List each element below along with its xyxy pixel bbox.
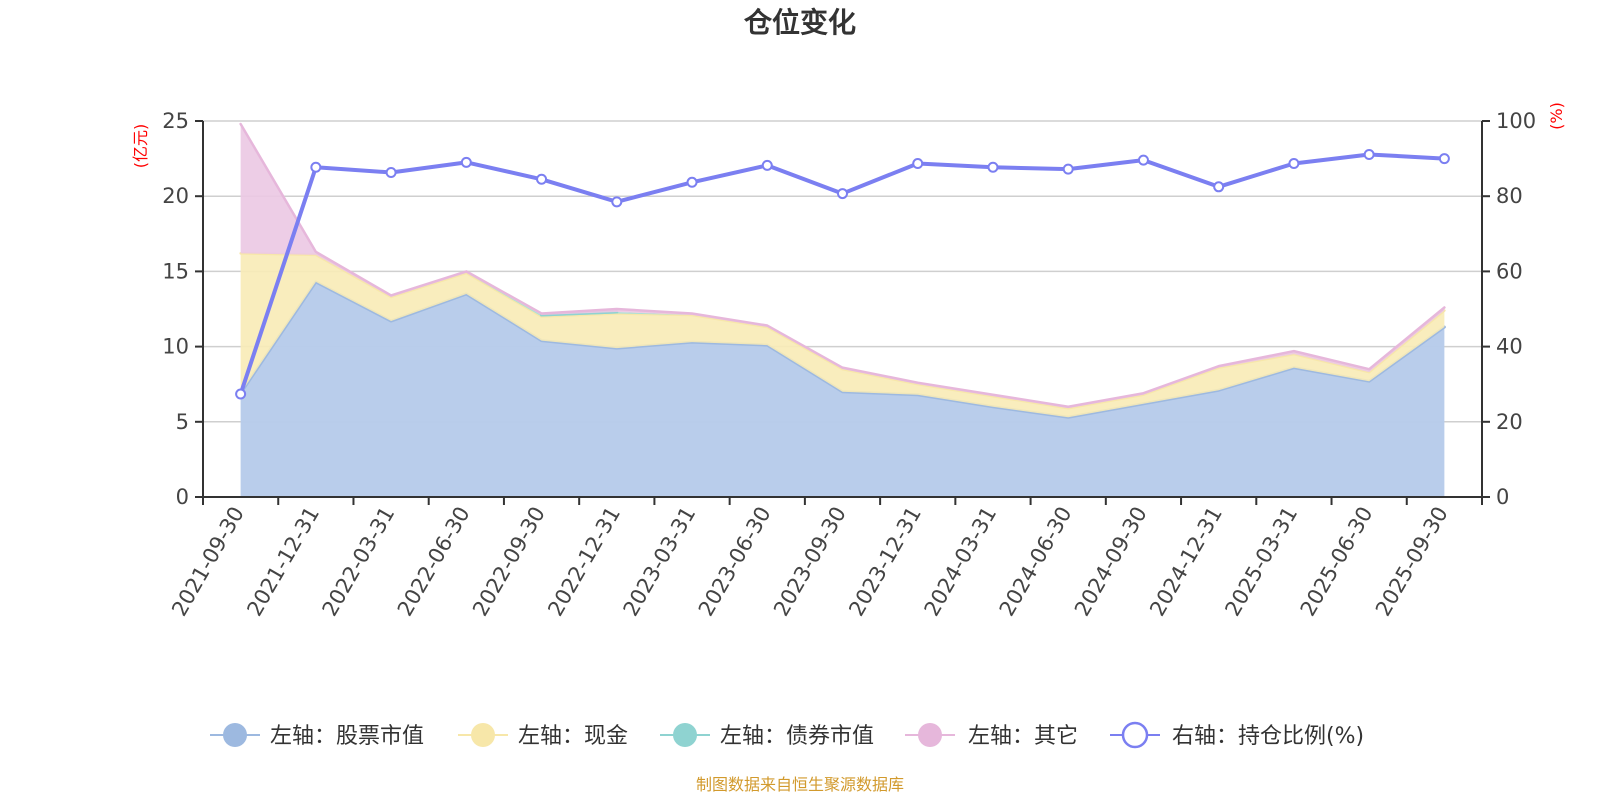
left-axis-tick-label: 0 <box>176 485 189 509</box>
legend-bond-label: 左轴：债券市值 <box>720 724 874 749</box>
holding-ratio-point <box>912 157 924 169</box>
left-axis-tick-label: 25 <box>162 109 189 133</box>
left-axis-tick-label: 15 <box>162 259 189 283</box>
other-top-line <box>239 122 1446 409</box>
x-axis-tick-label: 2025-06-30 <box>1296 503 1378 621</box>
x-axis-tick-label: 2024-06-30 <box>995 503 1077 621</box>
x-axis-tick-label: 2024-03-31 <box>919 503 1001 621</box>
line-points-layer <box>235 148 1450 400</box>
right-axis-tick-label: 100 <box>1496 109 1536 133</box>
holding-ratio-point <box>1438 153 1450 165</box>
legend-other-label: 左轴：其它 <box>968 724 1078 749</box>
x-axis-tick-label: 2021-12-31 <box>242 503 324 621</box>
holding-ratio-point <box>837 188 848 200</box>
x-axis-tick-label: 2021-09-30 <box>167 503 249 621</box>
x-axis-tick-label: 2022-03-31 <box>318 503 400 621</box>
holding-ratio-point <box>987 161 999 173</box>
legend-ratio-label: 右轴：持仓比例(%) <box>1172 724 1364 749</box>
holding-ratio-point <box>1213 181 1225 193</box>
legend: 左轴：股票市值 左轴：现金 左轴：债券市值 左轴：其它 右轴：持仓比例(%) <box>210 721 1364 749</box>
left-axis-tick-label: 20 <box>162 184 189 208</box>
right-axis-unit: (%) <box>1547 102 1566 130</box>
holding-ratio-point <box>235 388 247 400</box>
right-axis-tick-label: 0 <box>1496 485 1509 509</box>
legend-stock-marker <box>223 723 247 747</box>
left-axis-tick-label: 5 <box>176 410 189 434</box>
right-axis-tick-label: 40 <box>1496 335 1523 359</box>
x-axis-tick-label: 2024-12-31 <box>1145 503 1227 621</box>
x-axis-tick-label: 2023-03-31 <box>619 503 701 621</box>
left-axis-tick-label: 10 <box>162 335 189 359</box>
holding-ratio-point <box>761 159 773 171</box>
holding-ratio-point <box>1363 148 1375 160</box>
holding-ratio-point <box>1137 154 1149 166</box>
x-axis-tick-label: 2025-09-30 <box>1371 503 1453 621</box>
right-axis-tick-label: 20 <box>1496 410 1523 434</box>
source-note: 制图数据来自恒生聚源数据库 <box>696 775 904 794</box>
x-axis-tick-label: 2025-03-31 <box>1220 503 1302 621</box>
legend-cash-marker <box>471 723 495 747</box>
legend-cash-label: 左轴：现金 <box>518 724 628 749</box>
legend-ratio-marker <box>1121 721 1149 749</box>
holding-ratio-point <box>1062 163 1074 175</box>
right-axis-tick-label: 60 <box>1496 259 1523 283</box>
x-axis-tick-label: 2022-09-30 <box>468 503 550 621</box>
area-series-layer <box>239 122 1446 497</box>
holding-ratio-point <box>611 196 623 208</box>
x-axis-tick-label: 2023-09-30 <box>769 503 851 621</box>
holding-ratio-point <box>536 173 548 185</box>
left-axis-unit: (亿元) <box>131 124 150 169</box>
legend-stock-label: 左轴：股票市值 <box>270 724 424 749</box>
x-axis-tick-label: 2022-06-30 <box>393 502 475 620</box>
stock-area <box>240 281 1445 497</box>
holding-ratio-point <box>686 176 698 188</box>
x-axis-tick-label: 2023-12-31 <box>844 503 926 621</box>
chart-title: 仓位变化 <box>744 6 856 39</box>
x-axis-tick-label: 2024-09-30 <box>1070 503 1152 621</box>
right-axis-tick-label: 80 <box>1496 184 1523 208</box>
cash-area <box>240 253 1445 418</box>
holding-ratio-point <box>310 161 322 173</box>
legend-bond-marker <box>673 723 697 747</box>
holding-ratio-point <box>460 156 472 168</box>
legend-other-marker <box>918 723 942 747</box>
x-axis-tick-label: 2023-06-30 <box>694 503 776 621</box>
x-axis-tick-label: 2022-12-31 <box>543 503 625 621</box>
holding-ratio-point <box>385 167 397 179</box>
holding-ratio-point <box>1288 157 1300 169</box>
